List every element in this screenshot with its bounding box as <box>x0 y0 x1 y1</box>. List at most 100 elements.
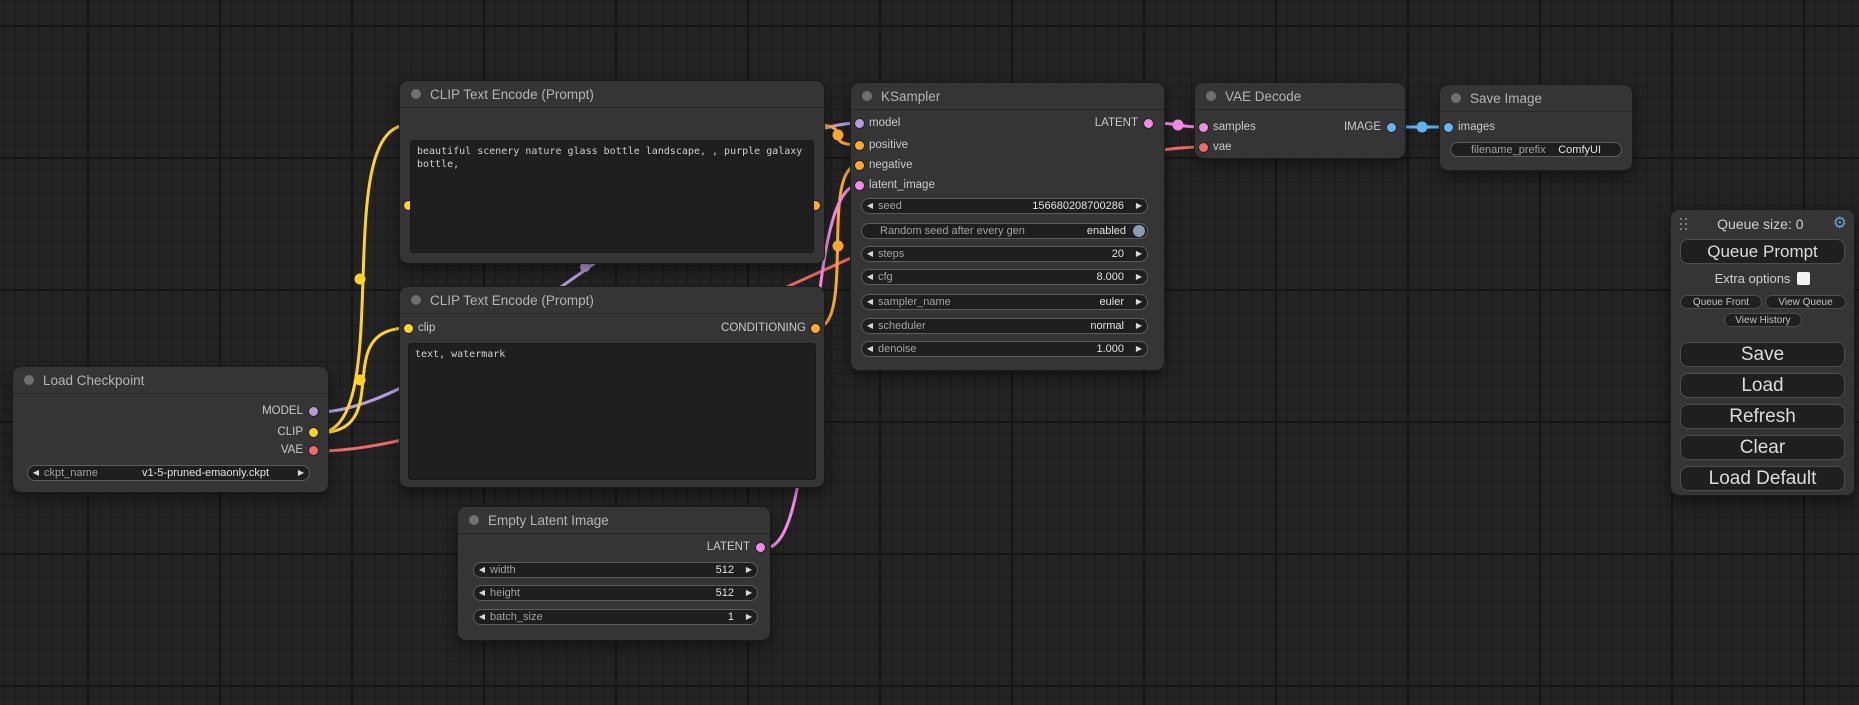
widget-batch-size[interactable]: ◀ batch_size 1 ▶ <box>473 609 758 625</box>
collapse-dot-icon[interactable] <box>24 375 34 385</box>
decrement-arrow-icon[interactable]: ◀ <box>478 565 486 574</box>
extra-options-checkbox[interactable] <box>1797 272 1811 285</box>
decrement-arrow-icon[interactable]: ◀ <box>866 249 874 258</box>
input-slot-clip[interactable] <box>404 201 413 210</box>
output-slot-label: VAE <box>280 444 303 456</box>
widget-denoise[interactable]: ◀ denoise 1.000 ▶ <box>861 341 1148 357</box>
link-midpoint-dot <box>832 240 844 252</box>
node-title-bar[interactable]: VAE Decode <box>1195 83 1405 110</box>
widget-value: 20 <box>1111 248 1124 260</box>
input-slot-negative[interactable] <box>855 161 864 170</box>
widget-filename-prefix[interactable]: filename_prefix ComfyUI <box>1450 142 1622 157</box>
refresh-button[interactable]: Refresh <box>1680 404 1845 429</box>
widget-name: filename_prefix <box>1471 143 1546 156</box>
save-button[interactable]: Save <box>1680 342 1845 367</box>
load-default-button[interactable]: Load Default <box>1680 466 1845 491</box>
widget-steps[interactable]: ◀ steps 20 ▶ <box>861 246 1148 262</box>
decrement-arrow-icon[interactable]: ◀ <box>478 612 486 621</box>
widget-height[interactable]: ◀ height 512 ▶ <box>473 585 758 601</box>
prompt-textarea[interactable]: beautiful scenery nature glass bottle la… <box>410 140 814 253</box>
increment-arrow-icon[interactable]: ▶ <box>745 588 753 597</box>
input-slot-images[interactable] <box>1444 123 1453 132</box>
output-slot-image[interactable] <box>1387 123 1396 132</box>
increment-arrow-icon[interactable]: ▶ <box>1135 344 1143 353</box>
widget-name: sampler_name <box>878 296 951 308</box>
widget-cfg[interactable]: ◀ cfg 8.000 ▶ <box>861 269 1148 285</box>
input-slot-label: latent_image <box>869 179 935 191</box>
collapse-dot-icon[interactable] <box>411 89 421 99</box>
output-slot-clip[interactable] <box>309 428 318 437</box>
increment-arrow-icon[interactable]: ▶ <box>1135 201 1143 210</box>
queue-prompt-button[interactable]: Queue Prompt <box>1680 239 1845 264</box>
increment-arrow-icon[interactable]: ▶ <box>1135 249 1143 258</box>
clear-button[interactable]: Clear <box>1680 435 1845 460</box>
collapse-dot-icon[interactable] <box>411 295 421 305</box>
increment-arrow-icon[interactable]: ▶ <box>297 468 305 477</box>
widget-random-seed-toggle[interactable]: Random seed after every gen enabled <box>861 223 1148 239</box>
widget-value: 1.000 <box>1096 343 1124 355</box>
node-title-bar[interactable]: Save Image <box>1440 85 1632 112</box>
widget-width[interactable]: ◀ width 512 ▶ <box>473 562 758 578</box>
decrement-arrow-icon[interactable]: ◀ <box>866 321 874 330</box>
widget-ckpt-name[interactable]: ◀ ckpt_name v1-5-pruned-emaonly.ckpt ▶ <box>27 465 310 481</box>
output-slot-latent[interactable] <box>1144 119 1153 128</box>
decrement-arrow-icon[interactable]: ◀ <box>32 468 40 477</box>
widget-value: 1 <box>727 611 734 623</box>
collapse-dot-icon[interactable] <box>862 91 872 101</box>
collapse-dot-icon[interactable] <box>1206 91 1216 101</box>
widget-name: cfg <box>878 271 893 283</box>
queue-front-button[interactable]: Queue Front <box>1680 295 1762 309</box>
node-ksampler: KSampler model positive negative latent_… <box>851 83 1164 370</box>
output-slot-label: CONDITIONING <box>721 322 806 334</box>
output-slot-latent[interactable] <box>756 543 765 552</box>
gear-icon[interactable]: ⚙ <box>1832 215 1847 232</box>
output-slot-conditioning[interactable] <box>811 201 820 210</box>
widget-sampler-name[interactable]: ◀ sampler_name euler ▶ <box>861 294 1148 310</box>
collapse-dot-icon[interactable] <box>469 515 479 525</box>
node-title-bar[interactable]: KSampler <box>851 83 1164 110</box>
output-slot-vae[interactable] <box>309 446 318 455</box>
widget-seed[interactable]: ◀ seed 156680208700286 ▶ <box>861 198 1148 214</box>
increment-arrow-icon[interactable]: ▶ <box>745 612 753 621</box>
input-slot-clip[interactable] <box>404 324 413 333</box>
input-slot-model[interactable] <box>855 119 864 128</box>
decrement-arrow-icon[interactable]: ◀ <box>866 201 874 210</box>
decrement-arrow-icon[interactable]: ◀ <box>478 588 486 597</box>
node-title-bar[interactable]: Load Checkpoint <box>13 367 328 394</box>
input-slot-samples[interactable] <box>1199 123 1208 132</box>
toggle-enabled-icon[interactable] <box>1133 225 1145 237</box>
input-slot-positive[interactable] <box>855 141 864 150</box>
decrement-arrow-icon[interactable]: ◀ <box>866 344 874 353</box>
node-title-bar[interactable]: CLIP Text Encode (Prompt) <box>400 81 824 108</box>
widget-scheduler[interactable]: ◀ scheduler normal ▶ <box>861 318 1148 334</box>
drag-handle-icon[interactable] <box>1680 217 1688 231</box>
node-title-bar[interactable]: Empty Latent Image <box>458 507 770 534</box>
increment-arrow-icon[interactable]: ▶ <box>1135 321 1143 330</box>
widget-name: Random seed after every gen <box>880 225 1025 237</box>
prompt-textarea[interactable]: text, watermark <box>408 343 816 480</box>
link-midpoint-dot <box>1416 121 1428 133</box>
decrement-arrow-icon[interactable]: ◀ <box>866 272 874 281</box>
increment-arrow-icon[interactable]: ▶ <box>1135 272 1143 281</box>
increment-arrow-icon[interactable]: ▶ <box>1135 297 1143 306</box>
increment-arrow-icon[interactable]: ▶ <box>745 565 753 574</box>
output-slot-label: LATENT <box>706 541 750 553</box>
output-slot-model[interactable] <box>309 407 318 416</box>
node-vae-decode: VAE Decode samples vae IMAGE <box>1195 83 1405 158</box>
decrement-arrow-icon[interactable]: ◀ <box>866 297 874 306</box>
node-title: CLIP Text Encode (Prompt) <box>430 86 594 102</box>
view-queue-button[interactable]: View Queue <box>1765 295 1846 309</box>
output-slot-conditioning[interactable] <box>811 324 820 333</box>
view-history-button[interactable]: View History <box>1724 313 1802 327</box>
widget-name: steps <box>878 248 905 260</box>
load-button[interactable]: Load <box>1680 373 1845 398</box>
collapse-dot-icon[interactable] <box>1451 93 1461 103</box>
node-title: Load Checkpoint <box>43 372 145 388</box>
input-slot-latent-image[interactable] <box>855 181 864 190</box>
link-midpoint-dot <box>354 273 366 285</box>
node-title: VAE Decode <box>1225 88 1302 104</box>
node-title-bar[interactable]: CLIP Text Encode (Prompt) <box>400 287 824 314</box>
extra-options-label: Extra options <box>1714 271 1791 286</box>
input-slot-vae[interactable] <box>1199 143 1208 152</box>
widget-name: height <box>490 587 520 599</box>
